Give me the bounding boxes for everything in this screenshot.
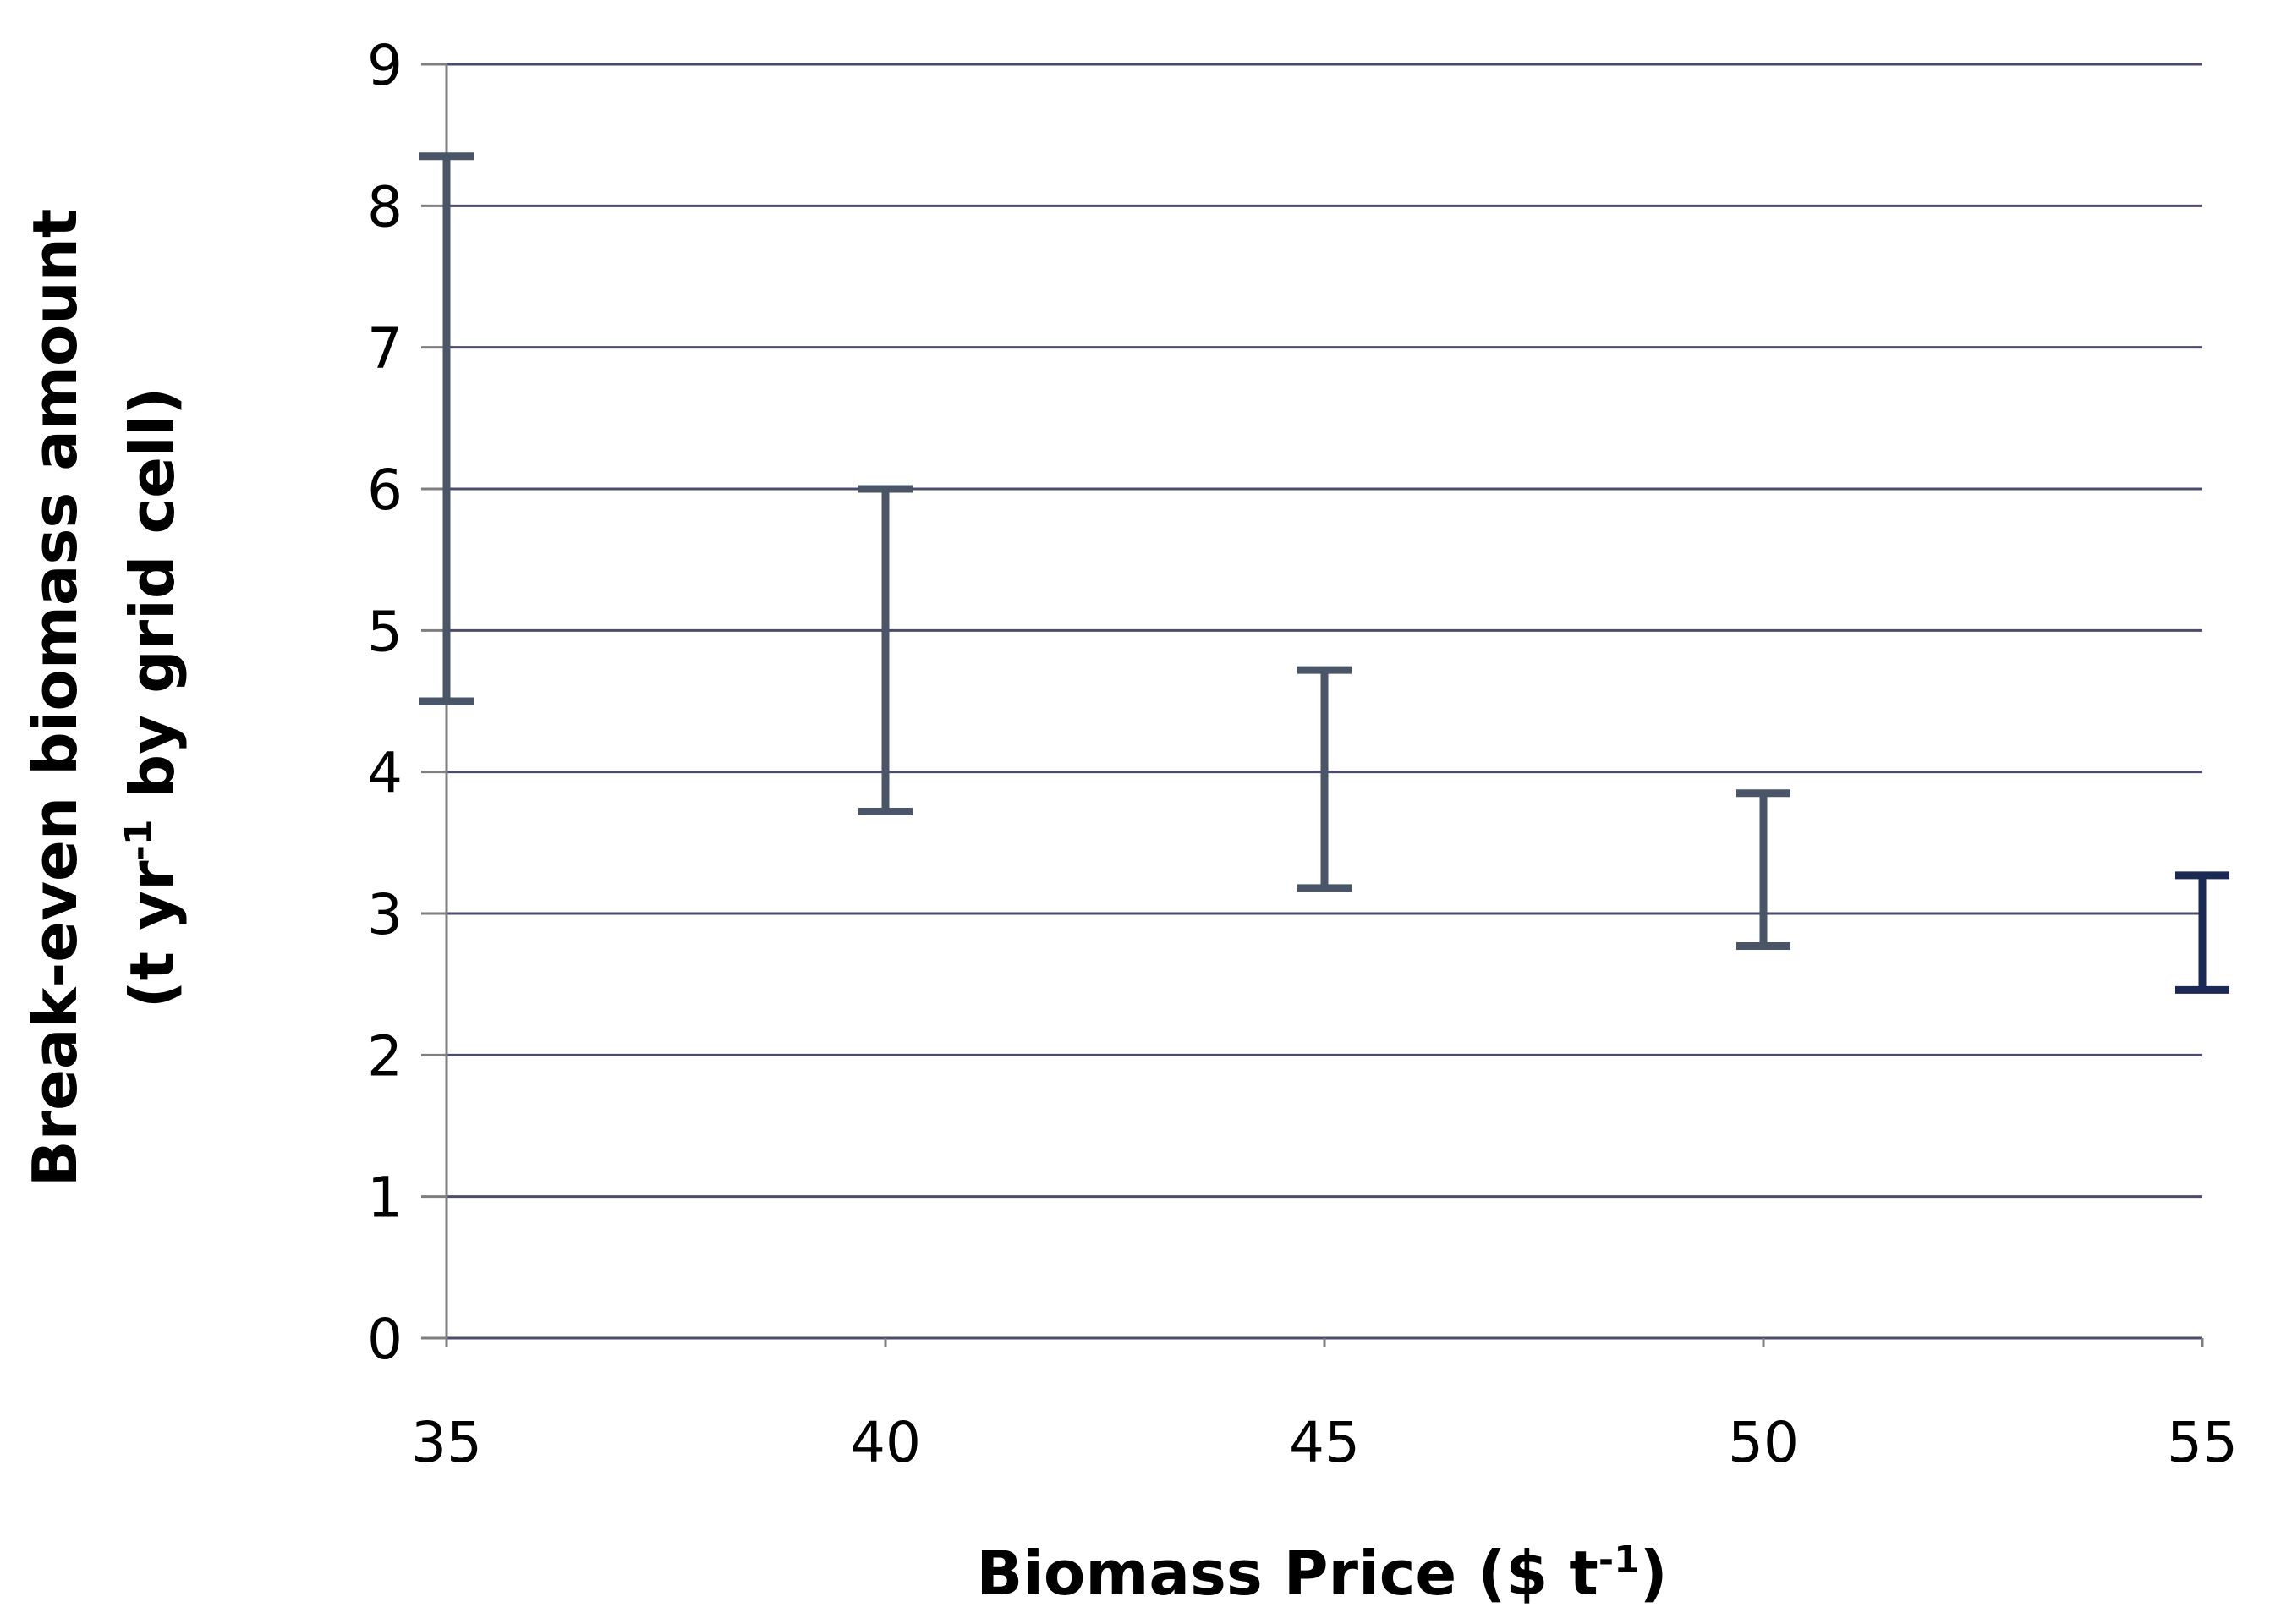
y-axis-units-pre: (t yr xyxy=(117,860,188,1008)
x-axis-title-tail: ) xyxy=(1640,1538,1668,1609)
x-tick-label-55: 55 xyxy=(2167,1410,2238,1475)
range-bar-40 xyxy=(858,485,913,816)
y-axis-title-line1: Break-even biomass amount xyxy=(19,209,90,1188)
y-tick-label-3: 3 xyxy=(367,882,403,947)
y-axis-units-sup: -1 xyxy=(118,819,161,860)
y-axis-title: Break-even biomass amount xyxy=(19,209,90,1188)
range-bar-50 xyxy=(1736,789,1790,950)
y-tick-label-5: 5 xyxy=(367,599,403,664)
range-bar-55 xyxy=(2175,871,2229,994)
x-axis-title-main: Biomass Price ($ t xyxy=(976,1538,1598,1609)
x-axis-title-sup: -1 xyxy=(1598,1539,1640,1582)
y-tick-label-8: 8 xyxy=(367,174,403,239)
y-tick-label-7: 7 xyxy=(367,316,403,381)
x-tick-label-50: 50 xyxy=(1728,1410,1799,1475)
y-axis-title-units: (t yr-1 by grid cell) xyxy=(117,387,188,1008)
x-tick-label-45: 45 xyxy=(1289,1410,1360,1475)
x-tick-label-40: 40 xyxy=(850,1410,921,1475)
range-bar-35 xyxy=(419,152,474,705)
y-tick-label-2: 2 xyxy=(367,1023,403,1089)
y-tick-label-9: 9 xyxy=(367,33,403,98)
y-tick-label-0: 0 xyxy=(367,1307,403,1372)
x-tick-label-35: 35 xyxy=(411,1410,482,1475)
range-bar-45 xyxy=(1297,666,1352,892)
x-axis-title: Biomass Price ($ t-1) xyxy=(976,1538,1667,1609)
axes xyxy=(421,63,2204,1347)
y-tick-label-1: 1 xyxy=(367,1166,403,1231)
y-tick-label-6: 6 xyxy=(367,458,403,523)
error-bars xyxy=(419,152,2229,994)
y-tick-label-4: 4 xyxy=(367,741,403,806)
y-axis-units-post: by grid cell) xyxy=(117,387,188,820)
